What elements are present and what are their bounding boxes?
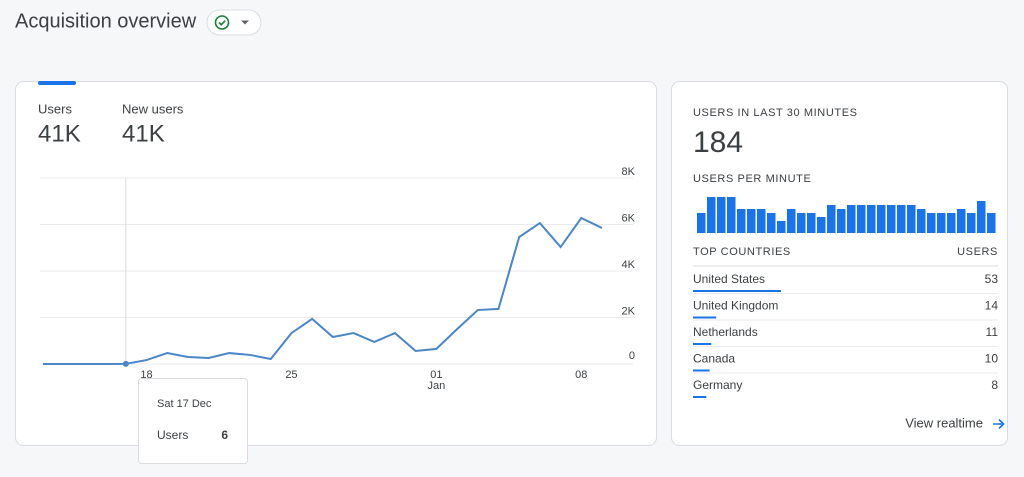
table-header: TOP COUNTRIES — [693, 246, 791, 258]
x-tick-sublabel: Jan — [427, 380, 445, 392]
country-users: 14 — [985, 299, 999, 313]
country-name: Canada — [693, 352, 735, 366]
y-tick-label: 0 — [629, 350, 635, 362]
bar — [707, 197, 716, 233]
arrow-icon — [993, 418, 1005, 430]
realtime-card — [671, 81, 1008, 446]
y-tick-label: 2K — [622, 305, 636, 317]
overview-card — [15, 81, 657, 446]
check-mark — [218, 20, 226, 26]
table-header: USERS — [957, 246, 998, 258]
x-tick-label: 08 — [575, 369, 587, 381]
view-realtime-link[interactable]: View realtime — [905, 415, 983, 430]
bar — [837, 209, 846, 233]
bar — [927, 213, 936, 233]
bar — [917, 209, 926, 233]
per-minute-title: USERS PER MINUTE — [693, 173, 811, 185]
bar — [867, 205, 876, 233]
tab-label[interactable]: New users — [122, 101, 184, 116]
tab-label[interactable]: Users — [38, 101, 72, 116]
bar — [747, 209, 756, 233]
x-tick-label: 01 — [430, 369, 442, 381]
country-users: 53 — [985, 272, 999, 286]
country-users: 11 — [986, 325, 999, 339]
country-bar — [693, 343, 712, 345]
y-tick-label: 4K — [622, 259, 636, 271]
bar — [887, 205, 896, 233]
country-bar — [693, 396, 707, 398]
country-name: United States — [693, 272, 765, 286]
country-name: United Kingdom — [693, 299, 778, 313]
bar — [717, 197, 726, 233]
dropdown-arrow — [241, 20, 249, 25]
bar — [987, 213, 996, 233]
tab-value: 41K — [122, 120, 165, 147]
y-tick-label: 8K — [622, 166, 636, 178]
bar — [827, 205, 836, 233]
tab-value: 41K — [38, 120, 81, 147]
tooltip-value: 6 — [221, 428, 228, 442]
country-bar — [693, 316, 717, 319]
bar — [937, 213, 946, 233]
realtime-value: 184 — [693, 126, 743, 159]
y-tick-label: 6K — [622, 212, 636, 224]
x-tick-label: 25 — [285, 369, 297, 381]
x-tick-label: 18 — [140, 369, 152, 381]
bar — [857, 205, 866, 233]
bar — [817, 217, 826, 233]
tooltip-date: Sat 17 Dec — [157, 398, 212, 410]
bar — [967, 213, 976, 233]
line-series — [43, 216, 603, 365]
bar — [947, 213, 956, 233]
bar — [957, 209, 966, 233]
country-bar — [693, 290, 781, 292]
bar — [737, 209, 746, 233]
bar — [807, 213, 816, 233]
bar — [877, 205, 886, 233]
bar — [847, 205, 856, 233]
country-users: 8 — [991, 378, 998, 392]
tooltip — [138, 378, 248, 464]
country-users: 10 — [985, 352, 999, 366]
bar — [757, 209, 766, 233]
bar — [897, 205, 906, 233]
bar — [767, 213, 776, 233]
tab-indicator — [38, 81, 76, 85]
realtime-title: USERS IN LAST 30 MINUTES — [693, 107, 858, 119]
country-name: Germany — [693, 378, 742, 392]
bar — [797, 213, 806, 233]
tooltip-label: Users — [157, 428, 188, 442]
bar — [777, 221, 786, 233]
bar — [977, 201, 986, 233]
bar — [727, 197, 736, 233]
page-title: Acquisition overview — [15, 10, 197, 32]
country-bar — [693, 369, 710, 372]
country-name: Netherlands — [693, 325, 758, 339]
bar — [697, 213, 706, 233]
check-icon — [214, 15, 230, 30]
bar — [787, 209, 796, 233]
bar — [907, 205, 916, 233]
hover-point — [122, 360, 129, 367]
